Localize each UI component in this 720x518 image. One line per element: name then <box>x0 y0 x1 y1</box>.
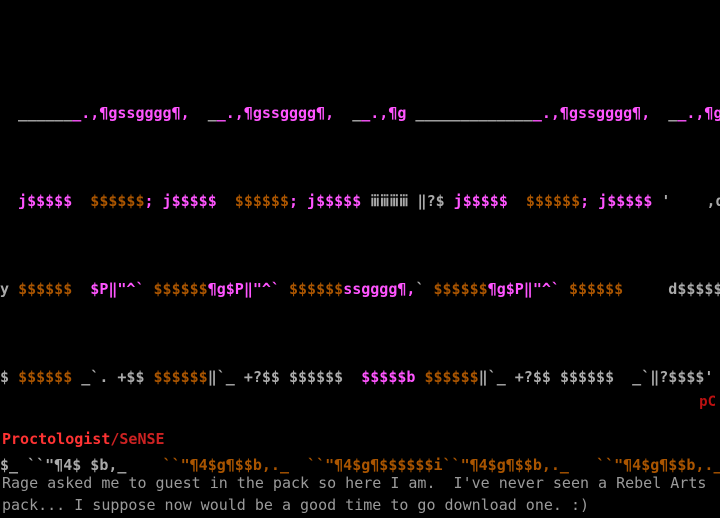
artist-corner-mark: pC <box>699 394 716 410</box>
art-row: j$$$$$ $$$$$$; j$$$$$ $$$$$$; j$$$$$ ⅲⅲⅲ… <box>0 192 720 210</box>
signature-line: Proctologist/SeNSE <box>2 430 165 448</box>
signature-group: SeNSE <box>119 430 165 448</box>
signature-separator: / <box>110 430 120 448</box>
signature-handle: Proctologist <box>2 430 111 448</box>
body-text-line-1: Rage asked me to guest in the pack so he… <box>2 474 707 492</box>
body-text-line-2: pack... I suppose now would be a good ti… <box>2 496 589 514</box>
body-text-block: Rage asked me to guest in the pack so he… <box>2 472 718 516</box>
art-row: y $$$$$$ $P‖"^` $$$$$$¶g$P‖"^` $$$$$$ssg… <box>0 280 720 298</box>
art-row: $_ ``"¶4$ $b,_ ``"¶4$g¶$$b,._ ``"¶4$g¶$$… <box>0 456 720 474</box>
art-row: _______.,¶gssgggg¶, __.,¶gssgggg¶, __.,¶… <box>0 104 720 122</box>
ascii-art-canvas: _______.,¶gssgggg¶, __.,¶gssgggg¶, __.,¶… <box>0 36 720 518</box>
art-row: $ $$$$$$ _`. +$$ $$$$$$‖`_ +?$$ $$$$$$ $… <box>0 368 714 386</box>
